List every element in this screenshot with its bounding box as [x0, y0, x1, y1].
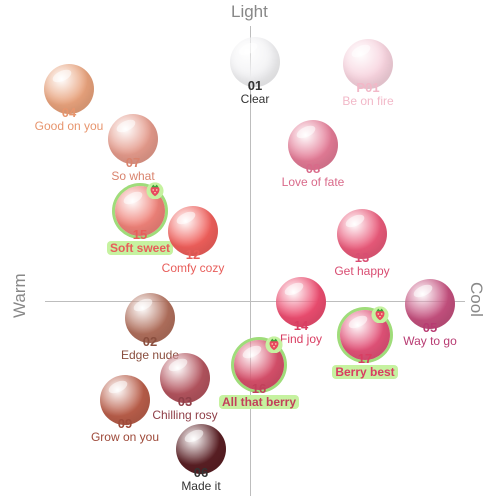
- product-number: 02: [142, 334, 158, 349]
- product-number: 12: [185, 247, 201, 262]
- product-number: 15: [132, 227, 148, 242]
- product-name: Way to go: [403, 334, 457, 348]
- axis-label-light: Light: [231, 2, 268, 21]
- product-name: So what: [111, 169, 155, 183]
- swatch-circle[interactable]: [160, 353, 210, 403]
- swatch-circle[interactable]: [337, 209, 387, 259]
- swatch-circle[interactable]: [288, 120, 338, 170]
- product-name: Edge nude: [120, 348, 180, 362]
- product-name: All that berry: [218, 395, 299, 409]
- swatch-circle[interactable]: [44, 64, 94, 114]
- product-number: 01: [247, 78, 263, 93]
- horizontal-axis: [45, 301, 465, 302]
- swatch-circle[interactable]: [230, 37, 280, 87]
- product-name: Love of fate: [281, 175, 345, 189]
- product-number: 05: [422, 320, 438, 335]
- swatch-circle[interactable]: [168, 206, 218, 256]
- product-number: 13: [354, 250, 370, 265]
- product-number: 04: [61, 105, 77, 120]
- swatch-circle[interactable]: [108, 114, 158, 164]
- swatch-circle[interactable]: [276, 277, 326, 327]
- product-number: 09: [117, 416, 133, 431]
- swatch-circle[interactable]: [343, 39, 393, 89]
- vertical-axis: [250, 26, 251, 496]
- product-name: Soft sweet: [106, 241, 173, 255]
- strawberry-icon: [146, 182, 164, 199]
- product-number: 17: [357, 351, 373, 366]
- strawberry-icon: [265, 336, 283, 353]
- product-name: Good on you: [34, 119, 104, 133]
- product-number: 03: [177, 394, 193, 409]
- product-name: Made it: [181, 479, 221, 493]
- product-name: Get happy: [334, 264, 390, 278]
- product-name: Be on fire: [342, 94, 394, 108]
- swatch-circle[interactable]: [405, 279, 455, 329]
- product-number: 07: [125, 155, 141, 170]
- swatch-circle[interactable]: [176, 424, 226, 474]
- product-number: 08: [305, 161, 321, 176]
- swatch-circle[interactable]: [125, 293, 175, 343]
- strawberry-icon: [371, 306, 389, 323]
- product-name: Berry best: [332, 365, 398, 379]
- product-number: P01: [356, 80, 380, 95]
- product-name: Chilling rosy: [152, 408, 218, 422]
- swatch-circle[interactable]: [100, 375, 150, 425]
- product-number: 16: [251, 381, 267, 396]
- product-number: 06: [193, 465, 209, 480]
- product-number: 14: [293, 318, 309, 333]
- axis-label-cool: Cool: [467, 282, 486, 317]
- product-name: Find joy: [279, 332, 323, 346]
- product-name: Grow on you: [90, 430, 160, 444]
- product-name: Comfy cozy: [161, 261, 225, 275]
- product-name: Clear: [240, 92, 270, 106]
- axis-label-warm: Warm: [10, 273, 29, 318]
